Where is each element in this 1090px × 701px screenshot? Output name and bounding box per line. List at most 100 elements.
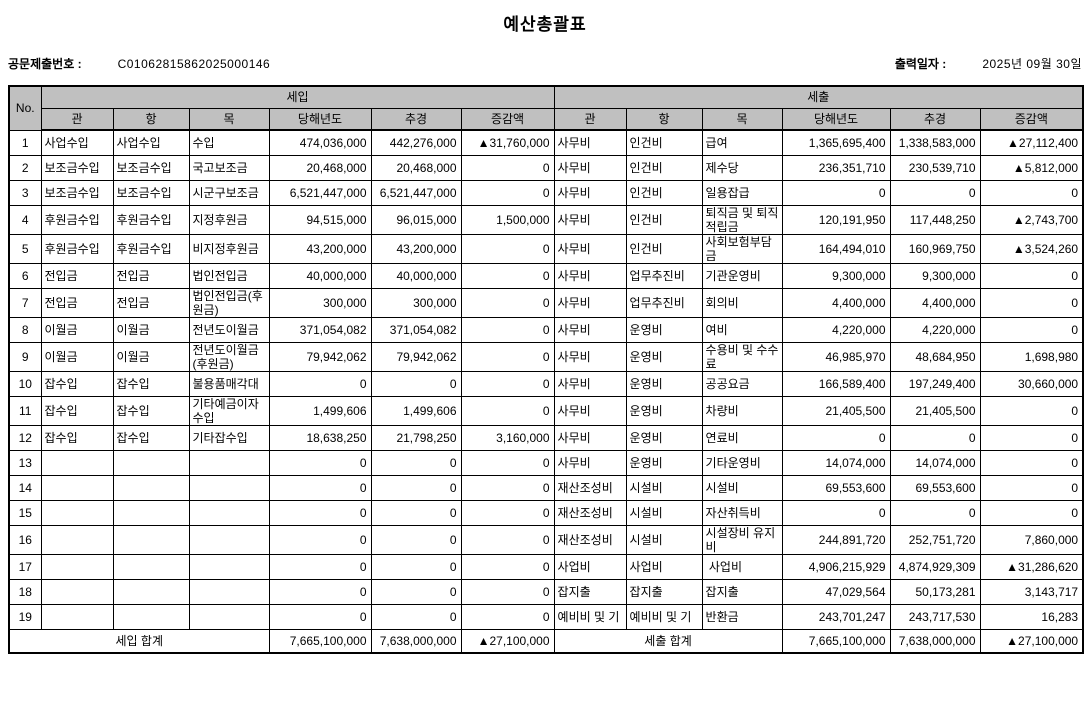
expense-change-cell: ▲3,524,260 [979, 233, 1084, 264]
expense-supplement-cell: 4,874,929,309 [889, 553, 981, 580]
income-supplement-header: 추경 [370, 107, 462, 131]
expense-mok-cell: 여비 [701, 316, 783, 343]
doc-number-label: 공문제출번호 : [8, 57, 82, 71]
income-gwan-cell: 잡수입 [40, 395, 114, 426]
expense-current-year-cell: 4,220,000 [781, 316, 891, 343]
print-date-label: 출력일자 : [894, 57, 947, 71]
expense-gwan-cell: 사무비 [553, 316, 627, 343]
expense-mok-cell: 일용잡급 [701, 179, 783, 206]
expense-hang-cell: 운영비 [625, 341, 703, 372]
income-mok-cell [188, 578, 270, 605]
expense-mok-cell: 잡지출 [701, 578, 783, 605]
income-current-year-header: 당해년도 [268, 107, 372, 131]
expense-supplement-cell: 9,300,000 [889, 262, 981, 289]
income-mok-cell: 법인전입금(후원금) [188, 287, 270, 318]
expense-gwan-cell: 재산조성비 [553, 524, 627, 555]
table-row: 19 0 0 0 예비비 및 기 예비비 및 기 반환금 243,701,247… [8, 603, 1084, 630]
expense-hang-cell: 업무추진비 [625, 262, 703, 289]
income-current-year-cell: 43,200,000 [268, 233, 372, 264]
income-change-cell: 0 [460, 395, 555, 426]
expense-current-year-cell: 0 [781, 499, 891, 526]
expense-gwan-cell: 재산조성비 [553, 474, 627, 501]
income-current-year-cell: 79,942,062 [268, 341, 372, 372]
row-number-cell: 13 [8, 449, 42, 476]
income-gwan-cell: 후원금수입 [40, 233, 114, 264]
income-change-cell: 0 [460, 449, 555, 476]
income-gwan-cell [40, 578, 114, 605]
income-gwan-cell: 잡수입 [40, 370, 114, 397]
table-row: 5 후원금수입 후원금수입 비지정후원금 43,200,000 43,200,0… [8, 233, 1084, 264]
expense-section-header: 세출 [553, 85, 1084, 109]
row-number-cell: 10 [8, 370, 42, 397]
expense-gwan-header: 관 [553, 107, 627, 131]
expense-supplement-cell: 21,405,500 [889, 395, 981, 426]
expense-supplement-cell: 14,074,000 [889, 449, 981, 476]
expense-total-supplement: 7,638,000,000 [889, 628, 981, 654]
row-number-cell: 16 [8, 524, 42, 555]
income-mok-cell: 전년도이월금 [188, 316, 270, 343]
income-mok-cell: 비지정후원금 [188, 233, 270, 264]
income-hang-cell: 이월금 [112, 316, 190, 343]
income-current-year-cell: 0 [268, 524, 372, 555]
row-number-cell: 15 [8, 499, 42, 526]
expense-current-year-cell: 14,074,000 [781, 449, 891, 476]
income-supplement-cell: 40,000,000 [370, 262, 462, 289]
income-change-cell: 0 [460, 233, 555, 264]
row-number-cell: 17 [8, 553, 42, 580]
expense-total-current-year: 7,665,100,000 [781, 628, 891, 654]
expense-current-year-cell: 243,701,247 [781, 603, 891, 630]
income-current-year-cell: 0 [268, 578, 372, 605]
income-gwan-header: 관 [40, 107, 114, 131]
income-mok-cell: 지정후원금 [188, 204, 270, 235]
doc-number-value: C01062815862025000146 [117, 57, 271, 71]
income-current-year-cell: 0 [268, 449, 372, 476]
expense-gwan-cell: 사무비 [553, 233, 627, 264]
income-supplement-cell: 371,054,082 [370, 316, 462, 343]
expense-mok-cell: 기관운영비 [701, 262, 783, 289]
expense-current-year-cell: 21,405,500 [781, 395, 891, 426]
expense-supplement-cell: 0 [889, 424, 981, 451]
expense-gwan-cell: 사업비 [553, 553, 627, 580]
expense-change-cell: 0 [979, 316, 1084, 343]
income-mok-cell [188, 499, 270, 526]
table-row: 18 0 0 0 잡지출 잡지출 잡지출 47,029,564 50,173,2… [8, 578, 1084, 605]
expense-current-year-cell: 166,589,400 [781, 370, 891, 397]
doc-number-group: 공문제출번호 : C01062815862025000146 [8, 55, 270, 72]
expense-hang-cell: 인건비 [625, 204, 703, 235]
table-row: 11 잡수입 잡수입 기타예금이자수입 1,499,606 1,499,606 … [8, 395, 1084, 426]
expense-supplement-cell: 160,969,750 [889, 233, 981, 264]
expense-change-cell: 1,698,980 [979, 341, 1084, 372]
income-mok-cell: 기타잡수입 [188, 424, 270, 451]
expense-change-cell: 0 [979, 262, 1084, 289]
income-gwan-cell: 전입금 [40, 262, 114, 289]
expense-hang-cell: 운영비 [625, 395, 703, 426]
table-row: 4 후원금수입 후원금수입 지정후원금 94,515,000 96,015,00… [8, 204, 1084, 235]
expense-total-label: 세출 합계 [553, 628, 783, 654]
income-mok-cell: 시군구보조금 [188, 179, 270, 206]
income-change-cell: 0 [460, 262, 555, 289]
expense-gwan-cell: 사무비 [553, 449, 627, 476]
expense-current-year-cell: 120,191,950 [781, 204, 891, 235]
expense-supplement-cell: 252,751,720 [889, 524, 981, 555]
income-gwan-cell [40, 474, 114, 501]
table-row: 6 전입금 전입금 법인전입금 40,000,000 40,000,000 0 … [8, 262, 1084, 289]
income-mok-header: 목 [188, 107, 270, 131]
income-change-cell: 0 [460, 370, 555, 397]
income-mok-cell [188, 474, 270, 501]
expense-supplement-cell: 0 [889, 179, 981, 206]
table-row: 9 이월금 이월금 전년도이월금(후원금) 79,942,062 79,942,… [8, 341, 1084, 372]
income-hang-cell [112, 474, 190, 501]
income-current-year-cell: 0 [268, 603, 372, 630]
expense-gwan-cell: 사무비 [553, 395, 627, 426]
expense-change-header: 증감액 [979, 107, 1084, 131]
expense-change-cell: ▲5,812,000 [979, 154, 1084, 181]
income-mok-cell [188, 524, 270, 555]
income-hang-cell: 후원금수입 [112, 204, 190, 235]
expense-gwan-cell: 사무비 [553, 287, 627, 318]
row-number-cell: 4 [8, 204, 42, 235]
expense-mok-cell: 수용비 및 수수료 [701, 341, 783, 372]
print-date-value: 2025년 09월 30일 [982, 57, 1082, 71]
income-current-year-cell: 474,036,000 [268, 129, 372, 156]
expense-mok-cell: 사업비 [701, 553, 783, 580]
expense-hang-cell: 운영비 [625, 424, 703, 451]
